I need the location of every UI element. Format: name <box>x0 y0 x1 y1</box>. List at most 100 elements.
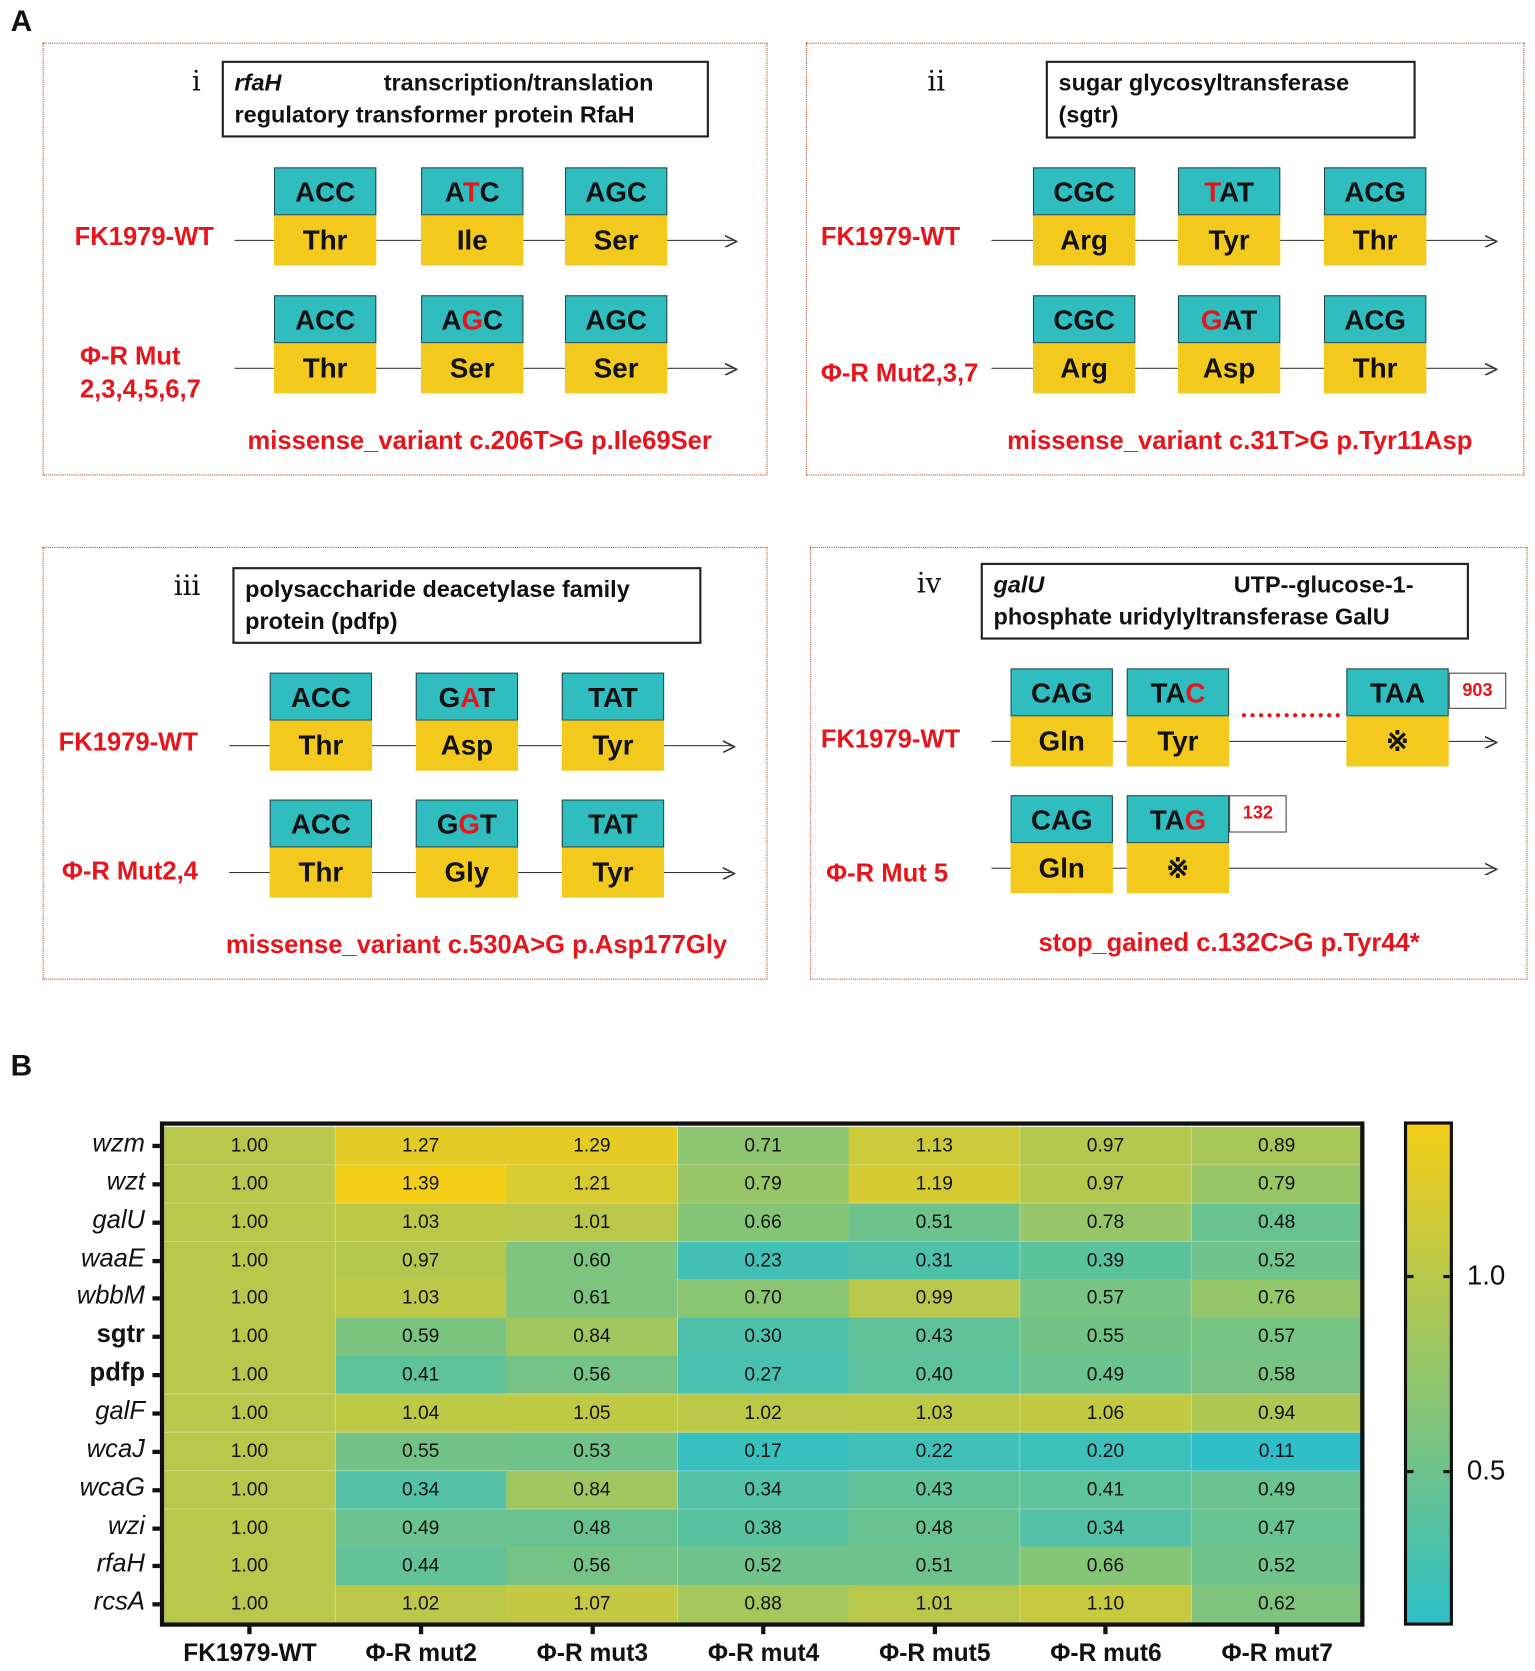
heatmap-cell: 0.49 <box>1020 1356 1192 1395</box>
heatmap-cell: 1.00 <box>164 1164 336 1204</box>
amino-acid: Gln <box>1010 843 1113 894</box>
x-tick <box>761 1625 766 1635</box>
heatmap-cell: 0.71 <box>677 1126 850 1166</box>
nucleotide: C <box>1185 676 1206 709</box>
nucleotide: G <box>458 808 480 841</box>
heatmap-cell: 0.23 <box>677 1241 850 1281</box>
nucleotide-triplet: TAG <box>1126 795 1230 844</box>
heatmap-cell: 0.27 <box>677 1356 850 1395</box>
heatmap-cell: 1.19 <box>848 1164 1021 1204</box>
row-label: wzm <box>92 1128 145 1158</box>
title-line-1: rfaH transcription/translation <box>235 67 697 99</box>
x-tick <box>590 1625 595 1635</box>
amino-acid: Asp <box>1177 343 1281 394</box>
heatmap-cell: 1.29 <box>506 1126 679 1166</box>
panel-numeral: i <box>191 66 201 99</box>
heatmap-cell: 0.66 <box>677 1203 850 1242</box>
row-label: wcaJ <box>86 1434 145 1464</box>
amino-acid: Ser <box>564 343 668 394</box>
heatmap-cell: 1.21 <box>506 1164 679 1204</box>
nucleotide-triplet: AGC <box>421 295 524 344</box>
codon: TAA ※ <box>1346 668 1449 767</box>
heatmap-cell: 1.00 <box>164 1547 336 1586</box>
stop-codon-icon: ※ <box>1126 843 1230 894</box>
heatmap-cell: 0.34 <box>677 1470 850 1510</box>
amino-acid: Thr <box>269 720 373 771</box>
title-description: sugar glycosyltransferase <box>1058 69 1350 96</box>
y-tick <box>152 1143 160 1149</box>
nucleotide-triplet: ACC <box>273 167 377 216</box>
nucleotide: A <box>1165 676 1186 709</box>
heatmap-cell: 1.00 <box>164 1126 336 1166</box>
codon: ACG Thr <box>1323 167 1427 266</box>
x-tick <box>247 1625 252 1635</box>
gene-title-box: polysaccharide deacetylase family protein… <box>232 567 702 644</box>
colorbar-label: 1.0 <box>1466 1259 1506 1292</box>
arrow-icon <box>722 739 737 754</box>
heatmap-cell: 1.02 <box>677 1394 850 1434</box>
amino-acid: Gln <box>1010 716 1113 767</box>
codon: CGC Arg <box>1032 167 1136 266</box>
colorbar-tick <box>1443 1469 1450 1473</box>
mutant-label: Φ-R Mut 2,3,4,5,6,7 <box>79 342 201 405</box>
nucleotide: T <box>1149 803 1165 836</box>
y-tick <box>152 1487 160 1493</box>
nucleotide-triplet: CGC <box>1032 167 1136 216</box>
wild-type-label: FK1979-WT <box>820 724 961 754</box>
y-tick <box>152 1296 160 1301</box>
heatmap-cell: 0.57 <box>1020 1279 1192 1319</box>
mutant-label: Φ-R Mut2,4 <box>61 857 198 886</box>
gene-name: galU <box>993 571 1045 599</box>
heatmap-cell: 0.43 <box>848 1317 1021 1357</box>
nucleotide: A <box>1219 175 1238 208</box>
row-label: wbbM <box>76 1281 145 1311</box>
nucleotide-triplet: ATC <box>421 167 524 216</box>
variant-annotation: missense_variant c.31T>G p.Tyr11Asp <box>1007 426 1473 456</box>
heatmap-cell: 1.39 <box>335 1164 508 1204</box>
heatmap-cell: 0.89 <box>1191 1126 1364 1166</box>
heatmap-cell: 0.97 <box>335 1241 508 1281</box>
codon: TAT Tyr <box>561 799 665 898</box>
row-label: galF <box>95 1396 145 1426</box>
x-tick <box>1274 1625 1280 1635</box>
title-line-1: galU UTP--glucose-1- <box>994 569 1457 601</box>
heatmap-cell: 0.48 <box>848 1508 1021 1548</box>
codon: AGC Ser <box>564 167 668 266</box>
mutant-label: Φ-R Mut 5 <box>826 859 949 888</box>
variant-annotation: missense_variant c.530A>G p.Asp177Gly <box>225 930 728 960</box>
nucleotide-triplet: ACC <box>269 672 373 721</box>
title-line-2: phosphate uridylyltransferase GalU <box>993 603 1390 631</box>
heatmap-cell: 0.49 <box>1191 1470 1364 1510</box>
nucleotide-triplet: ACG <box>1323 295 1427 344</box>
nucleotide-triplet: ACC <box>273 295 377 344</box>
nucleotide-triplet: TAT <box>561 799 665 848</box>
panel-letter-b: B <box>10 1048 33 1082</box>
heatmap-cell: 0.60 <box>506 1241 679 1281</box>
heatmap-cell: 0.52 <box>1191 1547 1364 1586</box>
panel-iv <box>810 546 1528 980</box>
heatmap-cell: 0.99 <box>848 1279 1021 1319</box>
column-label: Φ-R mut3 <box>536 1638 649 1667</box>
heatmap-cell: 0.48 <box>1191 1203 1364 1242</box>
heatmap-cell: 0.84 <box>506 1470 679 1510</box>
title-description: polysaccharide deacetylase family <box>245 575 630 603</box>
heatmap-cell: 0.51 <box>848 1547 1021 1586</box>
mutant-label: Φ-R Mut2,3,7 <box>820 359 979 389</box>
nucleotide: A <box>1164 803 1185 836</box>
codon: AGC Ser <box>564 295 668 394</box>
gene-name: rfaH <box>234 69 282 96</box>
amino-acid: Tyr <box>561 720 665 771</box>
panel-iii <box>42 546 768 980</box>
heatmap-cell: 0.58 <box>1191 1356 1364 1395</box>
heatmap-cell: 1.03 <box>335 1279 508 1319</box>
heatmap-cell: 0.34 <box>335 1470 508 1510</box>
nucleotide: A <box>1222 303 1241 336</box>
codon: ACC Thr <box>273 295 377 394</box>
heatmap-cell: 0.59 <box>335 1317 508 1357</box>
codon: GAT Asp <box>415 672 519 771</box>
heatmap-cell: 0.31 <box>848 1241 1021 1281</box>
nucleotide-triplet: TAT <box>561 672 665 721</box>
nucleotide: G <box>1184 803 1207 836</box>
codon: GGT Gly <box>415 799 519 898</box>
heatmap-cell: 0.52 <box>677 1547 850 1586</box>
